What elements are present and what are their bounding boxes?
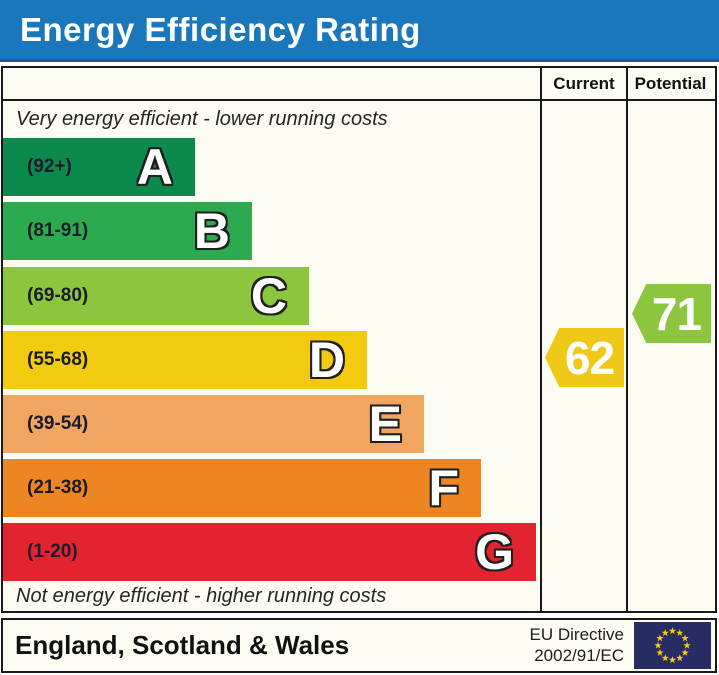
current-rating-value: 62 [564, 331, 615, 384]
band-e-letter: E [368, 396, 402, 452]
band-c: (69-80) C [3, 267, 309, 325]
band-e: (39-54) E [3, 395, 424, 453]
band-e-range: (39-54) [27, 413, 89, 434]
band-a-range: (92+) [27, 156, 72, 177]
band-scale-area: Very energy efficient - lower running co… [3, 101, 540, 611]
band-g-letter: G [475, 524, 514, 580]
bottom-caption: Not energy efficient - higher running co… [16, 585, 387, 607]
band-b: (81-91) B [3, 202, 252, 260]
band-b-range: (81-91) [27, 220, 89, 241]
eu-directive-line2: 2002/91/EC [534, 645, 624, 665]
band-d-range: (55-68) [27, 349, 89, 370]
band-b-letter: B [193, 203, 230, 259]
band-a: (92+) A [3, 138, 195, 196]
band-f-range: (21-38) [27, 477, 89, 498]
band-d-letter: D [308, 332, 345, 388]
header-potential: Potential [626, 68, 713, 99]
band-d: (55-68) D [3, 331, 367, 389]
top-caption: Very energy efficient - lower running co… [16, 108, 388, 130]
current-rating-arrow: 62 [545, 328, 624, 387]
potential-rating-value: 71 [651, 287, 702, 340]
eu-flag-icon [634, 622, 711, 669]
header-current: Current [540, 68, 626, 99]
table-body-row: Very energy efficient - lower running co… [3, 101, 715, 611]
potential-rating-arrow: 71 [632, 284, 711, 343]
band-g: (1-20) G [3, 523, 536, 581]
band-c-letter: C [250, 268, 287, 324]
header-spacer-cell [3, 68, 540, 99]
rating-table: Current Potential Very energy efficient … [1, 66, 717, 613]
region-label: England, Scotland & Wales [15, 630, 350, 660]
current-column: 62 [540, 101, 626, 611]
eu-directive-label: EU Directive 2002/91/EC [530, 625, 624, 666]
band-f: (21-38) F [3, 459, 481, 517]
page-title: Energy Efficiency Rating [20, 10, 421, 48]
potential-column: 71 [626, 101, 713, 611]
band-f-letter: F [428, 460, 459, 516]
title-bar: Energy Efficiency Rating [0, 0, 719, 62]
band-c-range: (69-80) [27, 285, 89, 306]
band-a-letter: A [136, 139, 173, 195]
eu-directive-line1: EU Directive [529, 625, 624, 645]
band-g-range: (1-20) [27, 541, 78, 562]
table-header-row: Current Potential [3, 68, 715, 101]
footer-bar: England, Scotland & Wales EU Directive 2… [1, 618, 717, 673]
